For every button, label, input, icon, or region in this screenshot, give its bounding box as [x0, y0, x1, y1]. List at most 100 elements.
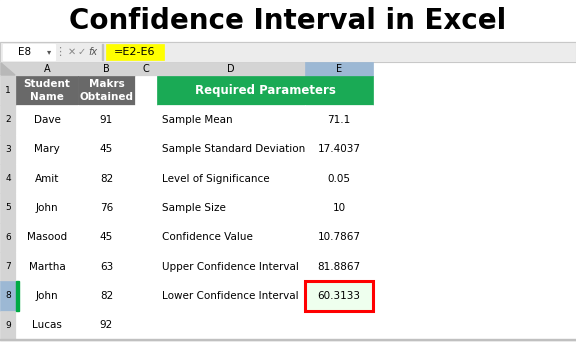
Text: 91: 91 — [100, 115, 113, 125]
Text: 10: 10 — [332, 203, 346, 213]
Bar — [0, 0, 576, 42]
Bar — [0, 62, 576, 340]
Bar — [16, 135, 78, 164]
Text: =E2-E6: =E2-E6 — [114, 47, 156, 57]
Bar — [0, 62, 16, 76]
Text: D: D — [227, 64, 235, 74]
Bar — [0, 76, 16, 105]
Text: 45: 45 — [100, 232, 113, 242]
Text: ▾: ▾ — [47, 48, 51, 56]
Bar — [16, 76, 78, 105]
Bar — [3, 44, 55, 60]
Bar — [305, 252, 373, 281]
Polygon shape — [1, 63, 15, 75]
Bar — [135, 76, 157, 105]
Text: 81.8867: 81.8867 — [317, 262, 361, 272]
Text: 17.4037: 17.4037 — [317, 144, 361, 154]
Text: 6: 6 — [5, 233, 11, 242]
Bar — [78, 135, 135, 164]
Bar — [0, 42, 576, 62]
Bar — [78, 62, 135, 76]
Bar — [78, 311, 135, 340]
Bar — [16, 105, 78, 135]
Bar — [157, 252, 305, 281]
Text: 82: 82 — [100, 291, 113, 301]
Bar — [0, 223, 16, 252]
Text: Lucas: Lucas — [32, 320, 62, 330]
Bar — [305, 193, 373, 223]
Bar — [16, 164, 78, 193]
Bar — [305, 164, 373, 193]
Text: E: E — [336, 64, 342, 74]
Bar — [157, 135, 305, 164]
Text: 1: 1 — [5, 86, 11, 95]
Bar — [305, 135, 373, 164]
Text: Amit: Amit — [35, 174, 59, 184]
Text: Sample Standard Deviation: Sample Standard Deviation — [162, 144, 305, 154]
Text: 45: 45 — [100, 144, 113, 154]
Bar — [135, 164, 157, 193]
Text: Upper Confidence Interval: Upper Confidence Interval — [162, 262, 299, 272]
Bar — [0, 105, 16, 135]
Bar — [0, 164, 16, 193]
Bar — [16, 252, 78, 281]
Bar — [78, 164, 135, 193]
Bar — [157, 105, 305, 135]
Text: 0.05: 0.05 — [328, 174, 351, 184]
Bar — [157, 164, 305, 193]
Text: C: C — [143, 64, 149, 74]
Text: Sample Size: Sample Size — [162, 203, 226, 213]
Bar — [0, 193, 16, 223]
Bar — [305, 281, 373, 311]
Text: ✕: ✕ — [68, 47, 76, 57]
Text: 63: 63 — [100, 262, 113, 272]
Text: Level of Significance: Level of Significance — [162, 174, 270, 184]
Bar — [305, 223, 373, 252]
Bar — [135, 105, 157, 135]
Bar — [135, 62, 157, 76]
Text: Dave: Dave — [33, 115, 60, 125]
Bar — [106, 44, 164, 60]
Bar — [305, 62, 373, 76]
Text: Lower Confidence Interval: Lower Confidence Interval — [162, 291, 298, 301]
Bar — [78, 281, 135, 311]
Text: Confidence Value: Confidence Value — [162, 232, 253, 242]
Text: 4: 4 — [5, 174, 11, 183]
Bar — [16, 223, 78, 252]
Text: ⋮: ⋮ — [55, 47, 66, 57]
Bar — [135, 193, 157, 223]
Text: 71.1: 71.1 — [327, 115, 351, 125]
Text: 2: 2 — [5, 116, 11, 124]
Text: 10.7867: 10.7867 — [317, 232, 361, 242]
Bar — [0, 311, 16, 340]
Bar — [157, 193, 305, 223]
Bar — [102, 44, 103, 60]
Bar — [305, 105, 373, 135]
Bar — [305, 281, 373, 311]
Bar — [16, 281, 78, 311]
Bar — [78, 252, 135, 281]
Text: John: John — [36, 203, 58, 213]
Bar — [78, 76, 135, 105]
Text: A: A — [44, 64, 50, 74]
Text: Required Parameters: Required Parameters — [195, 84, 335, 97]
Bar — [135, 252, 157, 281]
Text: 5: 5 — [5, 203, 11, 212]
Bar — [135, 135, 157, 164]
Text: fx: fx — [89, 47, 97, 57]
Bar — [16, 281, 18, 311]
Bar — [78, 223, 135, 252]
Text: 92: 92 — [100, 320, 113, 330]
Bar — [135, 281, 157, 311]
Text: Masood: Masood — [27, 232, 67, 242]
Bar — [157, 223, 305, 252]
Bar — [16, 62, 78, 76]
Bar — [16, 193, 78, 223]
Bar — [0, 135, 16, 164]
Text: Student
Name: Student Name — [24, 79, 70, 102]
Text: 3: 3 — [5, 145, 11, 154]
Text: E8: E8 — [18, 47, 32, 57]
Text: Sample Mean: Sample Mean — [162, 115, 233, 125]
Text: Makrs
Obtained: Makrs Obtained — [79, 79, 134, 102]
Bar — [0, 281, 16, 311]
